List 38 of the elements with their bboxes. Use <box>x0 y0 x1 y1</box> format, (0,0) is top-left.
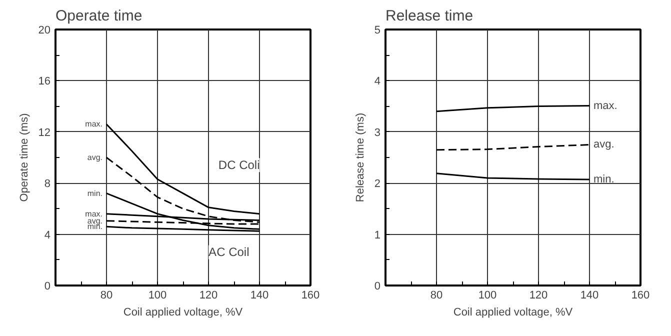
series-label: max. <box>85 120 103 129</box>
x-axis-title: Coil applied voltage, %V <box>123 306 244 318</box>
series-label: max. <box>85 209 103 218</box>
annotation: DC Coli <box>218 158 260 172</box>
y-tick-label: 20 <box>38 24 51 36</box>
y-tick-label: 16 <box>38 76 51 88</box>
series-label: avg. <box>87 216 103 226</box>
x-tick-label: 140 <box>250 290 269 302</box>
y-axis-title: Operate time (ms) <box>18 113 30 202</box>
y-tick-label: 1 <box>374 229 381 242</box>
x-tick-label: 80 <box>100 290 113 302</box>
y-axis-title: Release time (ms) <box>354 112 366 202</box>
y-tick-label: 12 <box>38 126 51 139</box>
chart-title: Release time <box>386 8 474 24</box>
series-label: avg. <box>87 153 103 162</box>
y-tick-label: 8 <box>44 178 51 190</box>
y-tick-label: 4 <box>374 76 381 88</box>
chart-title: Operate time <box>56 8 142 24</box>
series-label: min. <box>87 188 103 198</box>
x-tick-label: 100 <box>148 290 167 302</box>
y-tick-label: 0 <box>374 280 381 292</box>
series-label: min. <box>594 174 614 186</box>
y-tick-label: 0 <box>44 280 51 292</box>
x-tick-label: 120 <box>529 290 548 302</box>
series-label: max. <box>594 100 618 112</box>
x-tick-label: 100 <box>478 290 497 302</box>
y-tick-label: 3 <box>374 126 381 139</box>
series-label: avg. <box>594 138 614 151</box>
y-tick-label: 2 <box>374 178 381 190</box>
x-tick-label: 160 <box>631 290 650 302</box>
y-tick-label: 4 <box>44 229 51 242</box>
x-tick-label: 80 <box>430 290 443 302</box>
x-tick-label: 120 <box>199 290 218 302</box>
x-axis-title: Coil applied voltage, %V <box>453 306 574 318</box>
x-tick-label: 160 <box>301 290 320 302</box>
y-tick-label: 5 <box>374 24 381 36</box>
x-tick-label: 140 <box>580 290 599 302</box>
annotation: AC Coil <box>208 245 250 260</box>
